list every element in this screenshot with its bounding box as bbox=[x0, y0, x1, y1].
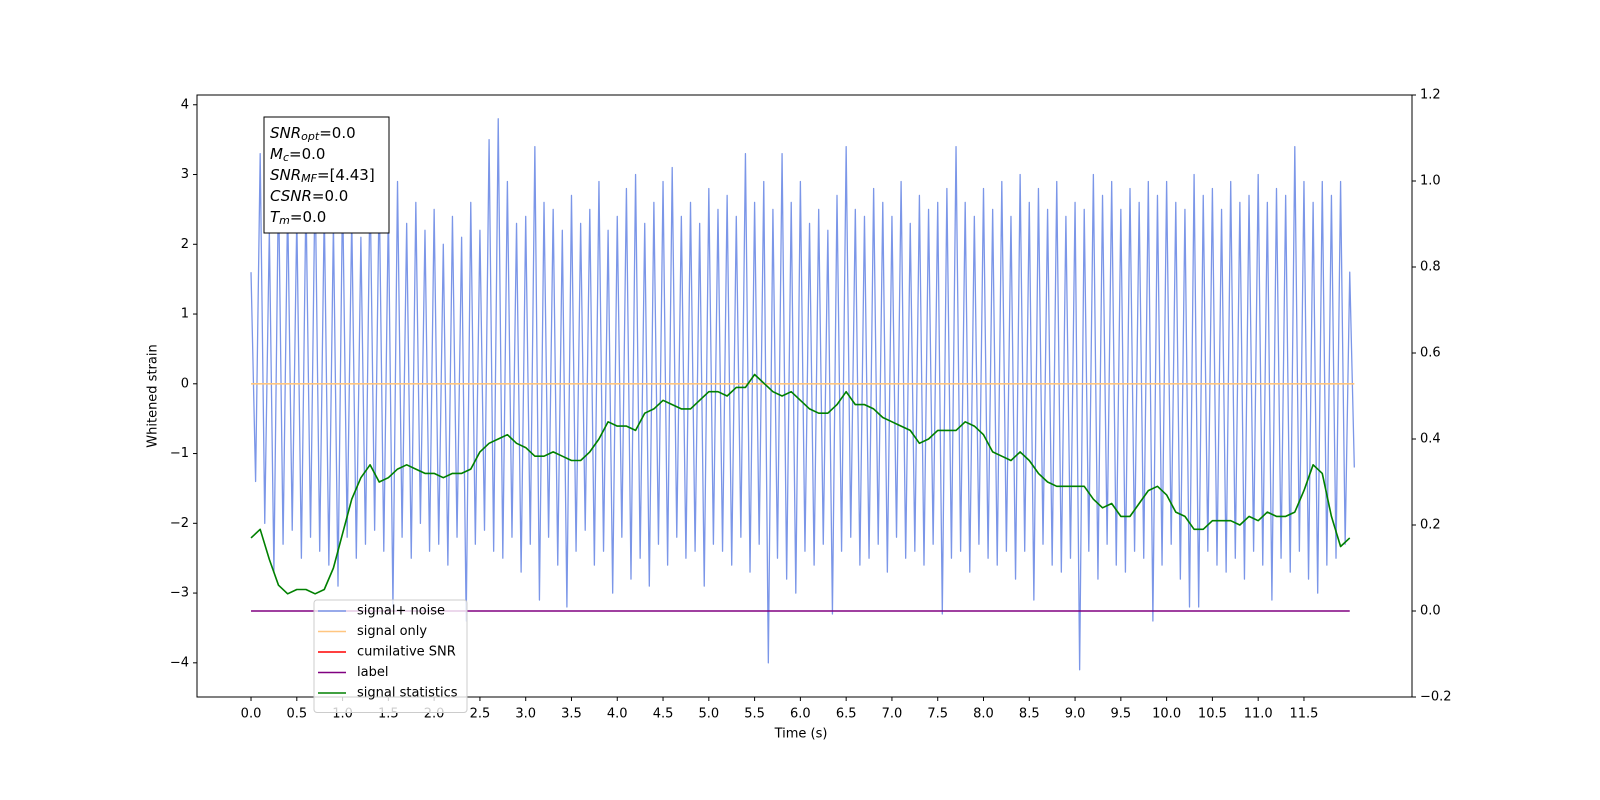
legend-box bbox=[313, 599, 468, 713]
annotation: SNRopt=0.0Mc=0.0SNRMF=[4.43]CSNR=0.0Tm=0… bbox=[263, 116, 390, 234]
y2-tick-label: 1.2 bbox=[1420, 88, 1441, 103]
y2-tick-label: −0.2 bbox=[1420, 690, 1452, 705]
annotation-value: =0.0 bbox=[312, 187, 348, 205]
x-tick-label: 0.5 bbox=[286, 707, 307, 722]
annotation-line: Mc=0.0 bbox=[270, 145, 325, 165]
x-tick-label: 2.5 bbox=[470, 707, 491, 722]
x-tick-label: 0.0 bbox=[241, 707, 262, 722]
annotation-value: =[4.43] bbox=[317, 166, 375, 184]
annotation-subscript: c bbox=[283, 151, 289, 164]
y2-tick-label: 0.2 bbox=[1420, 518, 1441, 533]
y2-tick-label: 0.0 bbox=[1420, 604, 1441, 619]
annotation-subscript: opt bbox=[301, 130, 320, 143]
annotation-value: =0.0 bbox=[319, 124, 355, 142]
y-tick-label: −4 bbox=[170, 655, 189, 670]
y2-tick-label: 0.4 bbox=[1420, 432, 1441, 447]
y2-tick-label: 0.6 bbox=[1420, 346, 1441, 361]
annotation-symbol: M bbox=[270, 145, 283, 163]
legend-label: label bbox=[357, 665, 388, 680]
y2-tick-label: 0.8 bbox=[1420, 260, 1441, 275]
legend: signal+ noise signal only cumilative SNR la… bbox=[313, 599, 468, 713]
x-tick-label: 7.5 bbox=[927, 707, 948, 722]
y-tick-label: 3 bbox=[181, 167, 189, 182]
series-line bbox=[250, 118, 1355, 671]
x-axis-label: Time (s) bbox=[774, 727, 828, 742]
y-tick-label: −2 bbox=[170, 516, 189, 531]
y-tick-label: 2 bbox=[181, 237, 189, 252]
y-tick-label: 1 bbox=[181, 307, 189, 322]
annotation-line: Tm=0.0 bbox=[270, 208, 326, 228]
annotation-line: SNRMF=[4.43] bbox=[270, 166, 375, 186]
legend-label: signal only bbox=[357, 624, 427, 639]
legend-label: cumilative SNR bbox=[357, 645, 456, 660]
y-axis-label: Whitened strain bbox=[146, 344, 161, 447]
x-tick-label: 11.0 bbox=[1244, 707, 1273, 722]
annotation-symbol: SNR bbox=[270, 166, 301, 184]
x-tick-label: 8.5 bbox=[1019, 707, 1040, 722]
annotation-value: =0.0 bbox=[290, 208, 326, 226]
series-line bbox=[250, 373, 1351, 595]
y-tick-label: −1 bbox=[170, 446, 189, 461]
annotation-value: =0.0 bbox=[289, 145, 325, 163]
x-tick-label: 7.0 bbox=[882, 707, 903, 722]
x-tick-label: 9.0 bbox=[1065, 707, 1086, 722]
annotation-box bbox=[263, 116, 390, 234]
x-tick-label: 3.5 bbox=[561, 707, 582, 722]
annotation-subscript: m bbox=[279, 214, 290, 227]
annotation-symbol: CSNR bbox=[270, 187, 312, 205]
x-tick-label: 11.5 bbox=[1289, 707, 1318, 722]
x-tick-label: 9.5 bbox=[1110, 707, 1131, 722]
x-tick-label: 6.0 bbox=[790, 707, 811, 722]
annotation-line: SNRopt=0.0 bbox=[270, 124, 356, 144]
annotation-subscript: MF bbox=[301, 172, 317, 185]
x-tick-label: 3.0 bbox=[515, 707, 536, 722]
y-tick-label: 4 bbox=[181, 97, 189, 112]
y-tick-label: −3 bbox=[170, 586, 189, 601]
axes-frame bbox=[196, 94, 1413, 698]
x-tick-label: 4.0 bbox=[607, 707, 628, 722]
annotation-symbol: T bbox=[270, 208, 281, 226]
x-tick-label: 5.0 bbox=[698, 707, 719, 722]
x-tick-label: 6.5 bbox=[836, 707, 857, 722]
annotation-symbol: SNR bbox=[270, 124, 301, 142]
y2-tick-label: 1.0 bbox=[1420, 174, 1441, 189]
x-tick-label: 4.5 bbox=[653, 707, 674, 722]
x-tick-label: 10.0 bbox=[1152, 707, 1181, 722]
legend-label: signal statistics bbox=[357, 686, 458, 701]
y-tick-label: 0 bbox=[181, 376, 189, 391]
annotation-line: CSNR=0.0 bbox=[270, 187, 348, 205]
x-tick-label: 10.5 bbox=[1198, 707, 1227, 722]
x-tick-label: 5.5 bbox=[744, 707, 765, 722]
legend-label: signal+ noise bbox=[357, 604, 445, 619]
x-tick-label: 8.0 bbox=[973, 707, 994, 722]
